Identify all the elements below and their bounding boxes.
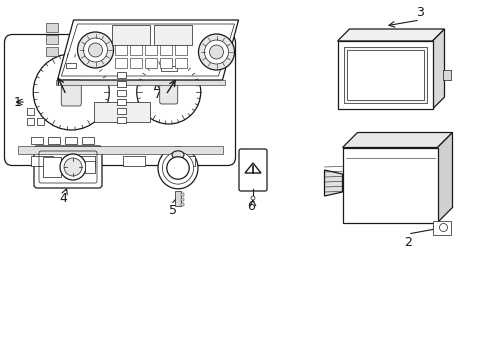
Bar bbox=[26, 118, 33, 125]
Bar bbox=[66, 63, 76, 68]
Bar bbox=[130, 45, 142, 55]
Bar bbox=[48, 136, 59, 144]
Text: 6: 6 bbox=[247, 201, 255, 213]
Bar bbox=[181, 193, 184, 196]
FancyBboxPatch shape bbox=[239, 149, 267, 191]
Bar bbox=[122, 156, 145, 166]
Bar bbox=[30, 156, 52, 166]
FancyBboxPatch shape bbox=[61, 80, 81, 106]
Bar bbox=[112, 25, 150, 45]
Circle shape bbox=[77, 32, 114, 68]
Polygon shape bbox=[433, 29, 444, 109]
Text: 1: 1 bbox=[14, 95, 22, 108]
Circle shape bbox=[60, 154, 86, 180]
Bar bbox=[26, 108, 33, 115]
Bar bbox=[117, 99, 126, 105]
FancyBboxPatch shape bbox=[34, 146, 102, 188]
Bar bbox=[161, 66, 177, 71]
Text: 5: 5 bbox=[169, 204, 177, 217]
FancyBboxPatch shape bbox=[20, 49, 220, 150]
Text: 7: 7 bbox=[154, 87, 162, 100]
Bar bbox=[181, 198, 184, 201]
Text: 2: 2 bbox=[404, 235, 412, 248]
Circle shape bbox=[198, 34, 235, 70]
Ellipse shape bbox=[158, 147, 198, 189]
Bar bbox=[160, 58, 172, 68]
Bar bbox=[145, 58, 157, 68]
Bar bbox=[175, 191, 181, 206]
Circle shape bbox=[83, 38, 107, 62]
Bar bbox=[36, 118, 44, 125]
Bar bbox=[18, 145, 222, 153]
Bar bbox=[117, 108, 126, 114]
Polygon shape bbox=[324, 170, 343, 196]
Bar bbox=[175, 58, 187, 68]
FancyBboxPatch shape bbox=[4, 35, 236, 166]
Polygon shape bbox=[343, 148, 438, 222]
Bar bbox=[433, 220, 450, 234]
Circle shape bbox=[440, 224, 447, 231]
Circle shape bbox=[204, 40, 228, 64]
Bar bbox=[346, 50, 423, 100]
Bar bbox=[145, 45, 157, 55]
Polygon shape bbox=[338, 41, 433, 109]
Bar bbox=[442, 70, 450, 80]
Bar bbox=[117, 72, 126, 78]
Bar bbox=[65, 136, 76, 144]
Polygon shape bbox=[343, 132, 452, 148]
Bar bbox=[85, 161, 95, 173]
FancyBboxPatch shape bbox=[9, 40, 230, 161]
Circle shape bbox=[210, 45, 223, 59]
Circle shape bbox=[89, 43, 102, 57]
Bar bbox=[154, 25, 192, 45]
Bar bbox=[94, 102, 150, 122]
Bar bbox=[117, 90, 126, 96]
Bar bbox=[130, 58, 142, 68]
Circle shape bbox=[167, 157, 189, 179]
Circle shape bbox=[137, 60, 201, 124]
Text: 4: 4 bbox=[59, 193, 67, 206]
Bar bbox=[181, 203, 184, 206]
Bar bbox=[73, 156, 95, 166]
Bar bbox=[343, 47, 426, 103]
Bar bbox=[43, 157, 61, 177]
Text: 3: 3 bbox=[416, 5, 424, 18]
Bar bbox=[30, 136, 43, 144]
Bar bbox=[160, 45, 172, 55]
Bar bbox=[55, 80, 224, 85]
Bar bbox=[115, 45, 127, 55]
Polygon shape bbox=[438, 132, 452, 222]
Bar bbox=[117, 117, 126, 123]
FancyBboxPatch shape bbox=[15, 45, 225, 156]
Bar bbox=[115, 58, 127, 68]
FancyBboxPatch shape bbox=[160, 82, 178, 104]
Bar bbox=[81, 136, 94, 144]
Polygon shape bbox=[338, 29, 444, 41]
Bar bbox=[46, 47, 57, 56]
Circle shape bbox=[33, 54, 109, 130]
Polygon shape bbox=[57, 20, 239, 80]
Bar bbox=[46, 35, 57, 44]
Bar bbox=[175, 45, 187, 55]
Ellipse shape bbox=[162, 152, 194, 184]
Bar bbox=[172, 156, 195, 166]
Bar bbox=[46, 23, 57, 32]
Bar bbox=[117, 81, 126, 87]
Circle shape bbox=[251, 196, 255, 200]
Circle shape bbox=[64, 158, 82, 176]
Ellipse shape bbox=[172, 151, 184, 159]
